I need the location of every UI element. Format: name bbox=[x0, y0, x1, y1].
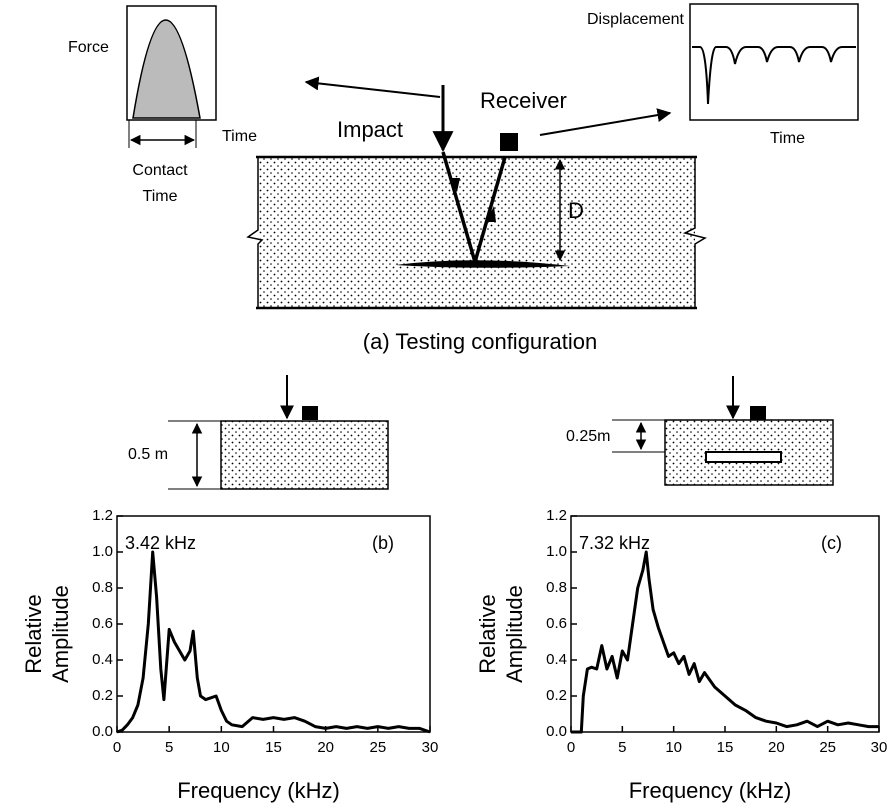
x-tick-label: 15 bbox=[265, 739, 282, 756]
y-axis-label: Relative bbox=[475, 594, 500, 673]
y-tick-label: 0.2 bbox=[92, 687, 113, 704]
depth-label: 0.5 m bbox=[128, 446, 168, 463]
x-axis-label: Frequency (kHz) bbox=[629, 778, 792, 803]
y-tick-label: 0.2 bbox=[546, 687, 567, 704]
force-plot bbox=[126, 5, 217, 148]
y-tick-label: 0.8 bbox=[546, 579, 567, 596]
x-tick-label: 15 bbox=[717, 739, 734, 756]
x-tick-label: 10 bbox=[213, 739, 230, 756]
x-tick-label: 5 bbox=[618, 739, 626, 756]
time-label: Time bbox=[222, 128, 257, 145]
arrow bbox=[304, 76, 441, 98]
y-tick-label: 0.4 bbox=[92, 651, 113, 668]
y-tick-label: 1.2 bbox=[546, 507, 567, 524]
y-tick-label: 0.4 bbox=[546, 651, 567, 668]
x-tick-label: 25 bbox=[819, 739, 836, 756]
y-axis-label: Amplitude bbox=[502, 585, 527, 683]
x-tick-label: 30 bbox=[422, 739, 439, 756]
time-label: Time bbox=[770, 130, 805, 147]
y-axis-label: Amplitude bbox=[48, 585, 73, 683]
y-tick-label: 0.0 bbox=[92, 723, 113, 740]
contact-label: Contact bbox=[132, 162, 188, 179]
y-tick-label: 0.6 bbox=[546, 615, 567, 632]
peak-label: 3.42 kHz bbox=[125, 533, 196, 553]
x-tick-label: 0 bbox=[567, 739, 575, 756]
y-tick-label: 0.0 bbox=[546, 723, 567, 740]
force-label: Force bbox=[68, 39, 109, 56]
specimen bbox=[168, 375, 389, 490]
panel-label: (c) bbox=[821, 533, 842, 553]
arrow bbox=[539, 108, 672, 136]
slab bbox=[246, 85, 707, 310]
depth-label: 0.25m bbox=[566, 428, 610, 445]
displacement-plot bbox=[689, 3, 859, 121]
y-tick-label: 0.8 bbox=[92, 579, 113, 596]
y-axis-label: Relative bbox=[21, 594, 46, 673]
data-line bbox=[571, 550, 879, 734]
depth-label: D bbox=[568, 198, 584, 223]
receiver-label: Receiver bbox=[480, 88, 567, 113]
data-line bbox=[116, 550, 431, 734]
impact-label: Impact bbox=[337, 117, 403, 142]
x-tick-label: 25 bbox=[369, 739, 386, 756]
caption: (a) Testing configuration bbox=[363, 329, 597, 354]
y-tick-label: 1.0 bbox=[92, 543, 113, 560]
x-tick-label: 20 bbox=[317, 739, 334, 756]
y-tick-label: 1.2 bbox=[92, 507, 113, 524]
x-tick-label: 20 bbox=[768, 739, 785, 756]
x-tick-label: 30 bbox=[871, 739, 888, 756]
peak-label: 7.32 kHz bbox=[579, 533, 650, 553]
y-tick-label: 0.6 bbox=[92, 615, 113, 632]
x-tick-label: 0 bbox=[113, 739, 121, 756]
y-tick-label: 1.0 bbox=[546, 543, 567, 560]
x-axis-label: Frequency (kHz) bbox=[177, 778, 340, 803]
displacement-label: Displacement bbox=[587, 11, 684, 28]
contact-label: Time bbox=[143, 188, 178, 205]
specimen bbox=[612, 376, 834, 486]
x-tick-label: 10 bbox=[665, 739, 682, 756]
panel-label: (b) bbox=[372, 533, 394, 553]
x-tick-label: 5 bbox=[165, 739, 173, 756]
